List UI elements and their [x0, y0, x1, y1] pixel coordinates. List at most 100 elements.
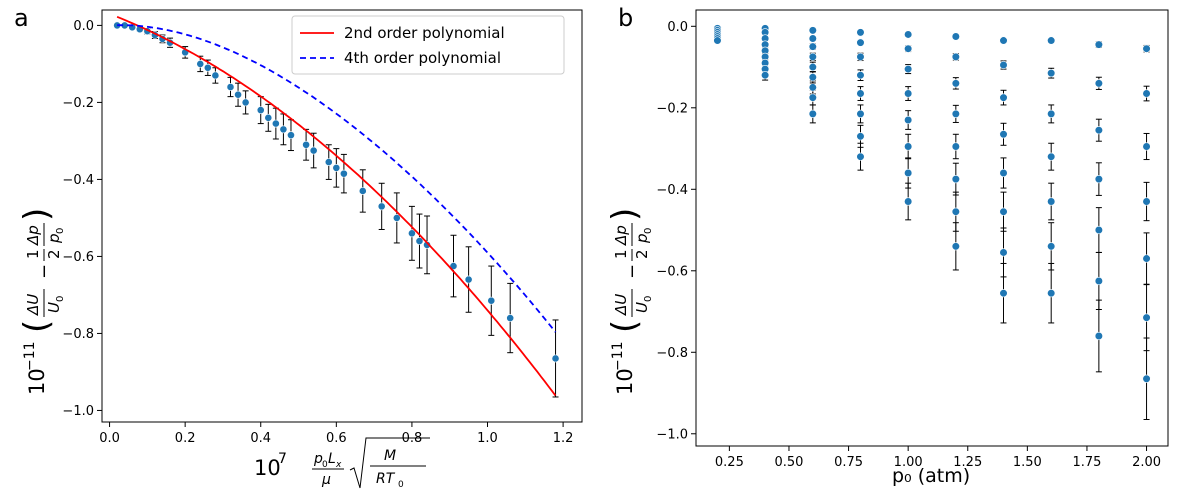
panel-b-data-point: [1142, 89, 1151, 98]
panel-b-data-point: [904, 197, 913, 206]
panel-a-x-tick-label: 0.4: [250, 431, 271, 446]
svg-text:Δp: Δp: [612, 225, 630, 246]
svg-text:RT: RT: [376, 471, 396, 487]
panel-a-legend: 2nd order polynomial 4th order polynomial: [291, 15, 565, 75]
panel-a-data-point: [287, 131, 295, 140]
panel-a-x-tick-label: 0.6: [326, 431, 347, 446]
panel-b-y-tick-label: −0.4: [656, 183, 688, 198]
panel-b-data-point: [951, 142, 960, 151]
panel-a: a 10 −11 ( ΔU U0 − 1 2 Δp p0 ) 10: [14, 4, 583, 490]
panel-b-label: b: [618, 4, 633, 32]
panel-b-data-point: [1142, 313, 1151, 322]
panel-a-data-point: [358, 187, 367, 195]
panel-a-data-point: [324, 158, 333, 166]
panel-b-data-point: [1047, 197, 1056, 206]
panel-b-data-point: [904, 30, 913, 39]
panel-b-data-point: [856, 52, 865, 61]
panel-b-data-point: [951, 207, 960, 216]
panel-b-data-point: [856, 132, 865, 141]
svg-text:0: 0: [55, 228, 66, 234]
panel-b-y-tick-label: 0.0: [667, 20, 688, 35]
panel-a-legend-label: 4th order polynomial: [344, 49, 501, 67]
svg-text:p: p: [45, 233, 63, 244]
svg-text:1: 1: [24, 249, 42, 259]
panel-a-y-tick-label: −0.6: [62, 250, 94, 265]
panel-b-data-point: [904, 44, 913, 53]
panel-a-plot-frame: [101, 9, 583, 423]
panel-a-data-point: [271, 119, 280, 128]
panel-b-ylabel-formula: ( ΔU U0 − 1 2 Δp p0 ): [605, 208, 654, 333]
panel-b-data-point: [856, 38, 865, 47]
panel-a-ylabel-exp: −11: [22, 341, 38, 371]
panel-a-label: a: [14, 4, 29, 32]
svg-text:1: 1: [612, 249, 630, 259]
svg-text:p: p: [313, 451, 323, 467]
svg-text:−: −: [622, 264, 643, 279]
panel-a-data-point: [423, 240, 431, 249]
panel-a-data-point: [506, 314, 515, 322]
panel-b-data-point: [713, 36, 722, 45]
panel-b-data-point: [951, 242, 960, 251]
panel-a-data-point: [279, 125, 288, 134]
panel-a-data-point: [339, 169, 348, 178]
panel-a-data-point: [211, 71, 220, 80]
panel-a-x-tick-label: 0.8: [402, 431, 423, 446]
panel-b-ylabel-prefix: 10: [613, 368, 637, 395]
panel-b-data-point: [1142, 254, 1151, 263]
panel-b-data-point: [1094, 175, 1103, 184]
panel-a-data-point: [415, 237, 424, 245]
svg-text:0: 0: [322, 460, 328, 470]
panel-b-data-point: [1047, 152, 1056, 161]
panel-b-x-tick-label: 1.25: [953, 455, 982, 470]
svg-text:L: L: [328, 451, 336, 467]
svg-text:U: U: [45, 302, 63, 313]
svg-text:(: (: [605, 320, 645, 333]
panel-b-data-point: [761, 71, 770, 80]
panel-b-data-point: [1047, 289, 1056, 298]
panel-b-data-point: [999, 248, 1008, 257]
panel-a-y-tick-label: −1.0: [62, 404, 94, 419]
panel-b-data-point: [808, 73, 817, 82]
panel-b-data-point: [808, 42, 817, 51]
panel-a-legend-box: [291, 15, 565, 75]
panel-b-data-point: [808, 62, 817, 72]
panel-a-data-point: [203, 63, 212, 72]
panel-b-data-point: [951, 79, 960, 88]
panel-b-x-tick-label: 1.00: [894, 455, 923, 470]
svg-text:0: 0: [643, 228, 654, 234]
panel-b-data-point: [999, 60, 1008, 70]
panel-a-data-point: [196, 60, 205, 68]
panel-a-y-tick-label: −0.8: [62, 327, 94, 342]
panel-b-xlabel: p₀ (atm): [892, 465, 970, 487]
panel-b-data-point: [856, 71, 865, 80]
panel-b-data-point: [1142, 374, 1151, 383]
panel-a-x-tick-label: 0.0: [99, 431, 120, 446]
panel-b-x-tick-label: 0.25: [715, 455, 744, 470]
svg-text:0: 0: [643, 296, 654, 302]
panel-b-data-point: [856, 109, 865, 119]
panel-a-data-point: [256, 106, 265, 115]
panel-b-plot-frame: [695, 9, 1169, 447]
panel-a-fit-2nd-order-line: [116, 15, 557, 397]
panel-a-y-tick-label: 0.0: [73, 19, 94, 34]
panel-b-data-point: [904, 115, 913, 125]
panel-b-y-tick-label: −0.2: [656, 101, 688, 116]
panel-b-data-point: [808, 26, 817, 35]
panel-a-legend-label: 2nd order polynomial: [344, 24, 505, 42]
panel-a-data-point: [309, 146, 318, 155]
panel-b-x-tick-label: 1.50: [1013, 455, 1042, 470]
svg-text:−: −: [34, 264, 55, 279]
panel-b-data-point: [951, 109, 960, 119]
panel-b-data-point: [951, 175, 960, 184]
svg-text:Δp: Δp: [24, 225, 42, 246]
panel-b-data-point: [1094, 225, 1103, 235]
panel-b-data-point: [999, 289, 1008, 298]
panel-a-data-point: [551, 354, 560, 363]
panel-b-data-point: [808, 83, 817, 92]
panel-b-data-point: [904, 168, 913, 178]
panel-b-ylabel-exp: −11: [610, 341, 626, 371]
panel-b-data-point: [904, 142, 913, 151]
panel-b-data-point: [1142, 44, 1151, 53]
